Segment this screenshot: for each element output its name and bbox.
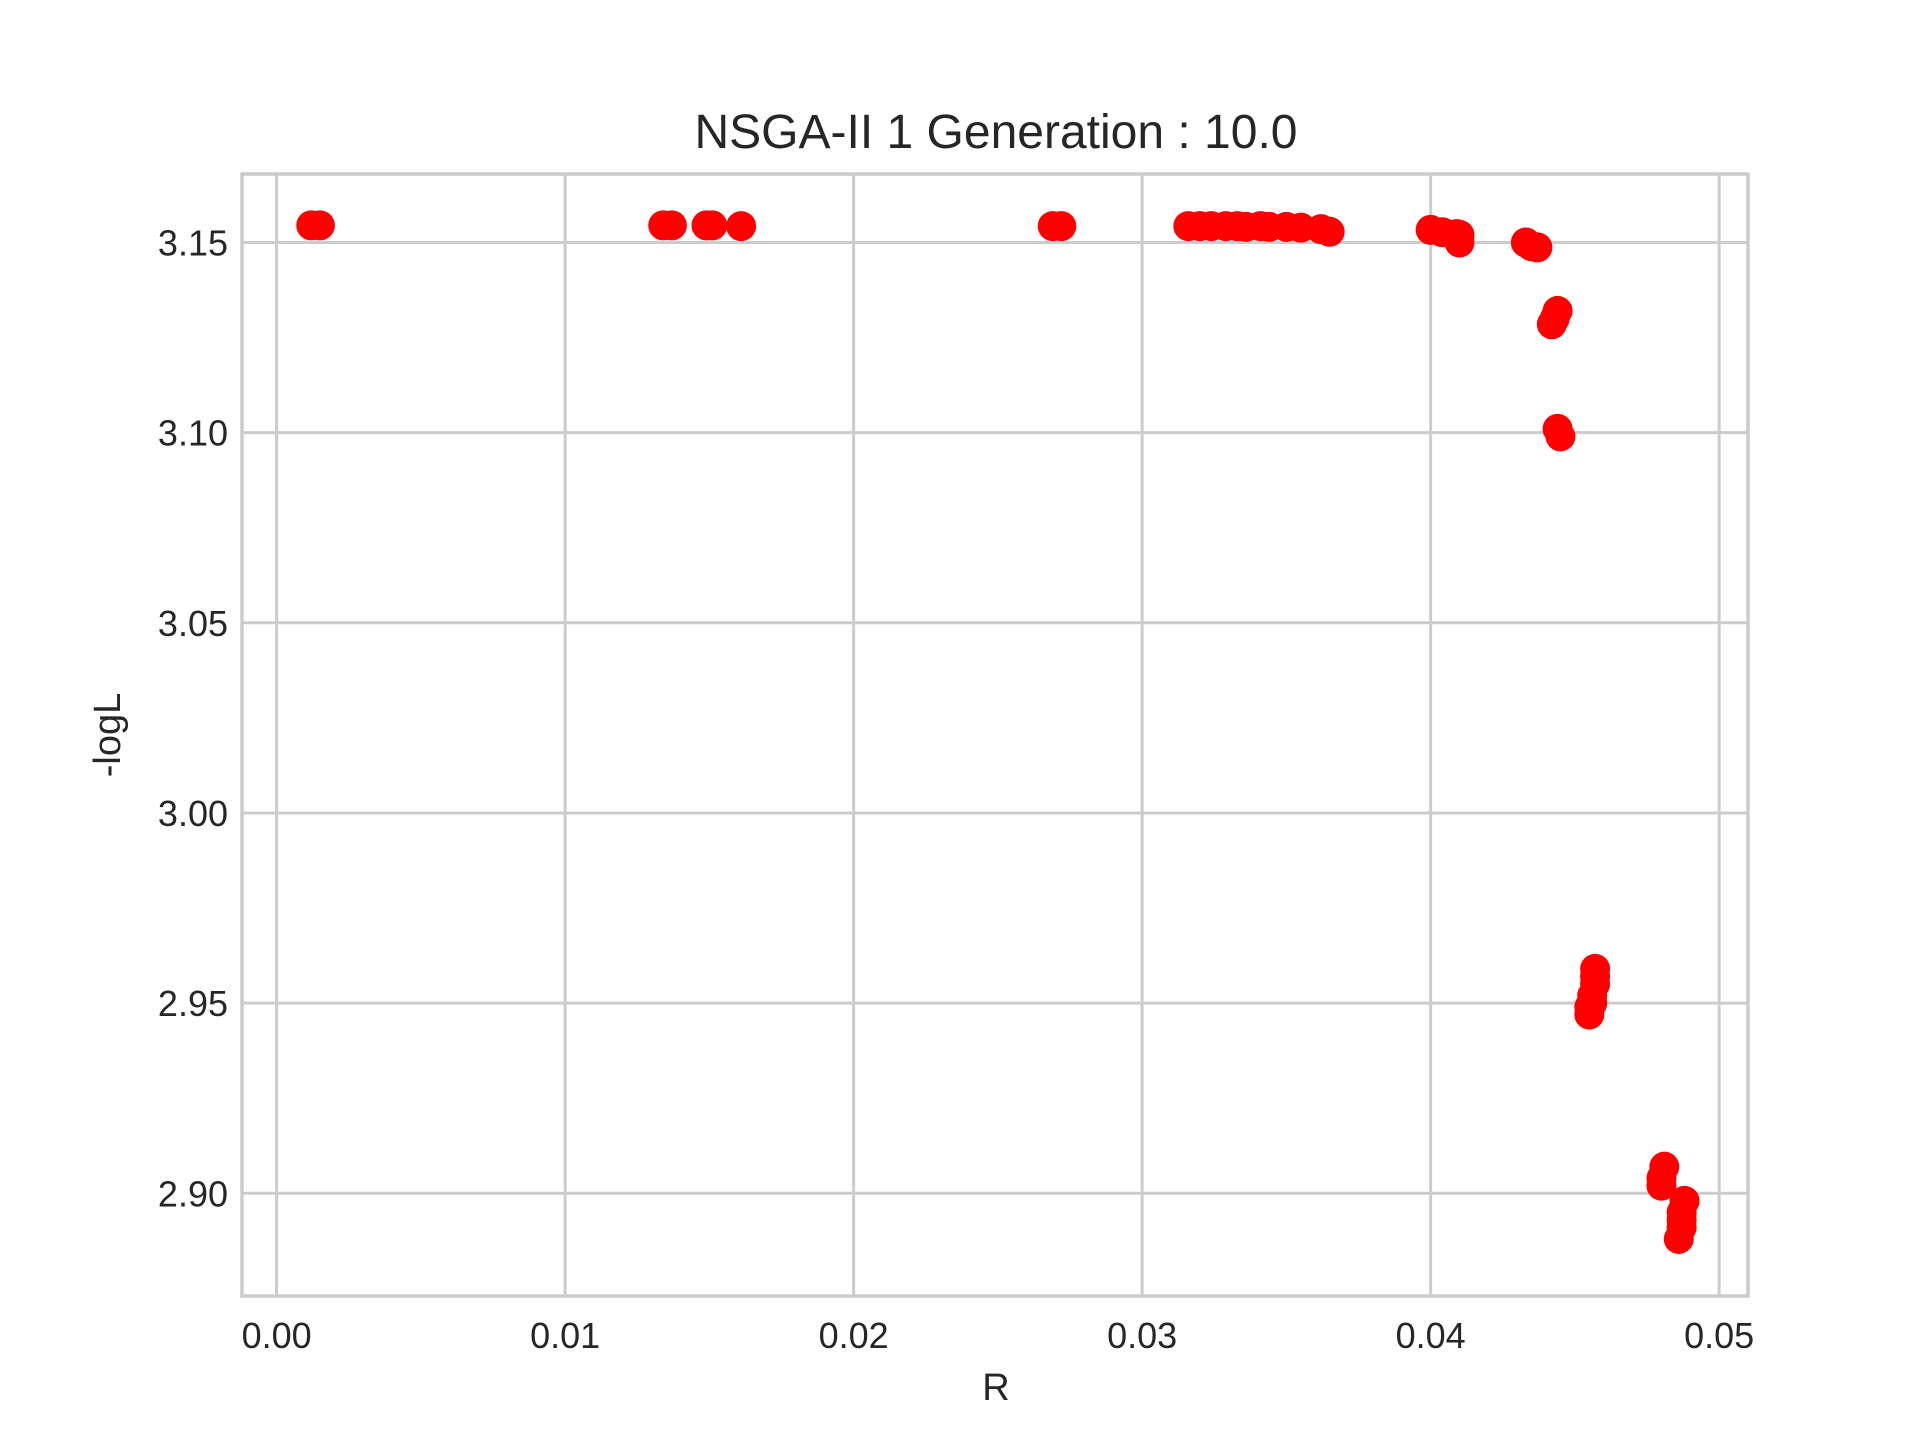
data-point	[726, 211, 757, 242]
data-point	[1046, 211, 1077, 242]
x-tick-label: 0.04	[1396, 1315, 1466, 1356]
data-point	[656, 210, 687, 241]
data-point	[1314, 216, 1345, 247]
x-tick-label: 0.03	[1107, 1315, 1177, 1356]
data-point	[1669, 1185, 1700, 1216]
y-tick-labels: 2.90 2.95 3.00 3.05 3.10 3.15	[158, 222, 228, 1214]
data-point	[697, 210, 728, 241]
chart-title: NSGA-II 1 Generation : 10.0	[695, 106, 1298, 159]
data-point	[1542, 295, 1573, 326]
data-points	[296, 210, 1700, 1254]
y-tick-label: 2.90	[158, 1173, 228, 1214]
data-point	[1522, 232, 1553, 263]
data-point	[1649, 1151, 1680, 1182]
x-tick-labels: 0.00 0.01 0.02 0.03 0.04 0.05	[242, 1315, 1755, 1356]
data-point	[1545, 421, 1576, 452]
data-point	[1580, 953, 1611, 984]
data-point	[1444, 219, 1475, 250]
x-tick-label: 0.05	[1684, 1315, 1754, 1356]
x-tick-label: 0.02	[819, 1315, 889, 1356]
x-axis-label: R	[982, 1367, 1009, 1409]
data-point	[304, 210, 335, 241]
x-tick-label: 0.01	[530, 1315, 600, 1356]
x-tick-label: 0.00	[242, 1315, 312, 1356]
y-tick-label: 3.05	[158, 603, 228, 644]
y-tick-label: 3.10	[158, 413, 228, 454]
gridlines	[242, 174, 1748, 1296]
y-axis-label: -logL	[87, 693, 129, 778]
y-tick-label: 2.95	[158, 983, 228, 1024]
y-tick-label: 3.15	[158, 222, 228, 263]
plot-frame	[240, 172, 1750, 1298]
y-tick-label: 3.00	[158, 793, 228, 834]
